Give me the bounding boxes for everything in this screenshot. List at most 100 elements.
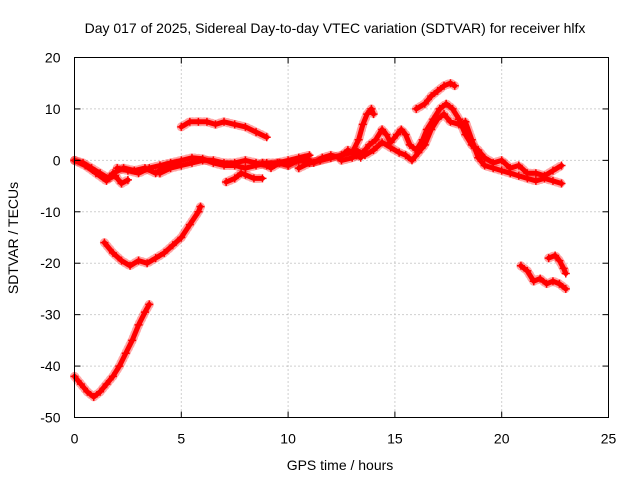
series-line — [354, 111, 564, 186]
data-point — [559, 264, 568, 273]
series-arc-8 — [294, 104, 378, 173]
data-point — [555, 256, 564, 265]
data-point — [241, 164, 250, 173]
y-tick-label: 10 — [45, 101, 61, 117]
x-tick-label: 15 — [387, 431, 403, 447]
data-point — [108, 372, 117, 381]
data-point — [301, 153, 310, 162]
data-point — [442, 99, 451, 108]
data-point — [177, 122, 186, 131]
x-tick-label: 0 — [71, 431, 79, 447]
y-tick-label: 0 — [53, 152, 61, 168]
data-point — [358, 120, 367, 129]
data-point — [393, 130, 402, 139]
data-point — [497, 166, 506, 175]
data-point — [440, 81, 449, 90]
data-point — [108, 169, 117, 178]
data-point — [516, 261, 525, 270]
data-point — [369, 110, 378, 119]
plot-frame — [74, 57, 609, 418]
series-arc-12 — [70, 299, 154, 402]
series-marker-band — [99, 202, 205, 271]
x-axis-label: GPS time / hours — [287, 457, 394, 473]
data-point — [440, 110, 449, 119]
series-marker-band — [352, 109, 566, 188]
data-point — [258, 174, 267, 183]
data-point — [134, 169, 143, 178]
data-point — [536, 274, 545, 283]
data-point — [435, 104, 444, 113]
data-point — [446, 117, 455, 126]
data-point — [523, 174, 532, 183]
data-point — [369, 146, 378, 155]
data-point — [294, 164, 303, 173]
data-point — [467, 135, 476, 144]
data-point — [209, 156, 218, 165]
data-point — [194, 207, 203, 216]
data-point — [382, 130, 391, 139]
data-point — [378, 125, 387, 134]
series-line — [178, 119, 270, 140]
data-point — [230, 158, 239, 167]
data-point — [115, 362, 124, 371]
data-point — [237, 169, 246, 178]
data-point — [529, 277, 538, 286]
series-marker-band — [70, 299, 154, 402]
data-point — [222, 177, 231, 186]
data-point — [378, 138, 387, 147]
y-tick-label: -20 — [40, 255, 60, 271]
data-point — [407, 156, 416, 165]
data-point — [352, 146, 361, 155]
data-point — [548, 166, 557, 175]
data-point — [113, 164, 122, 173]
data-point — [420, 99, 429, 108]
data-point — [544, 254, 553, 263]
data-point — [128, 336, 137, 345]
data-point — [557, 179, 566, 188]
data-point — [91, 169, 100, 178]
data-point — [367, 104, 376, 113]
data-point — [241, 170, 250, 179]
data-point — [198, 156, 207, 165]
data-point — [433, 115, 442, 124]
data-point — [230, 174, 239, 183]
data-point — [497, 156, 506, 165]
data-point — [220, 158, 229, 167]
data-point — [220, 117, 229, 126]
data-point — [305, 158, 314, 167]
data-point — [241, 156, 250, 165]
data-point — [123, 166, 132, 175]
data-point — [258, 158, 267, 167]
data-point — [474, 153, 483, 162]
data-point — [230, 120, 239, 129]
x-tick-label: 10 — [280, 431, 296, 447]
data-point — [523, 266, 532, 275]
data-point — [177, 161, 186, 170]
data-point — [531, 176, 540, 185]
data-point — [292, 156, 301, 165]
y-axis-label: SDTVAR / TECUs — [5, 182, 21, 294]
data-point — [121, 349, 130, 358]
data-point — [427, 92, 436, 101]
data-point — [196, 202, 205, 211]
data-point — [354, 135, 363, 144]
data-point — [89, 392, 98, 401]
data-point — [262, 133, 271, 142]
data-point — [267, 164, 276, 173]
y-tick-label: -30 — [40, 307, 60, 323]
data-point — [145, 164, 154, 173]
data-point — [337, 156, 346, 165]
data-point — [433, 86, 442, 95]
data-point — [134, 320, 143, 329]
data-point — [548, 176, 557, 185]
y-tick-label: -10 — [40, 204, 60, 220]
data-point — [561, 284, 570, 293]
data-point — [102, 176, 111, 185]
data-point — [420, 140, 429, 149]
x-tick-label: 5 — [177, 431, 185, 447]
series-arc-14 — [516, 261, 571, 294]
data-point — [395, 148, 404, 157]
data-point — [386, 143, 395, 152]
data-point — [480, 161, 489, 170]
data-point — [83, 387, 92, 396]
